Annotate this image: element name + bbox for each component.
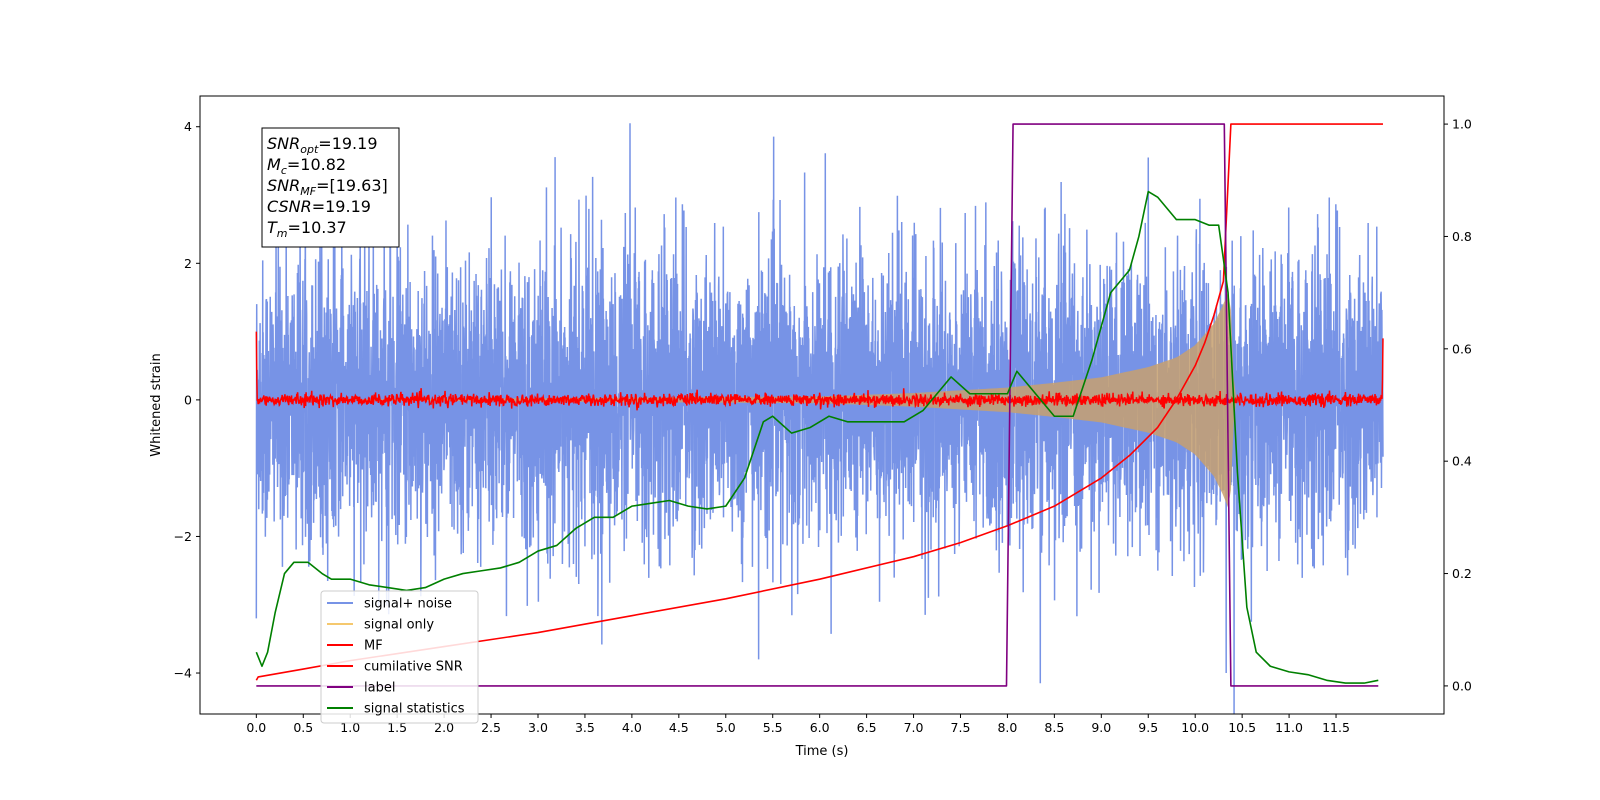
mf-line — [255, 331, 1384, 411]
y2-tick-label: 0.0 — [1452, 678, 1472, 693]
x-tick-label: 1.0 — [340, 720, 360, 735]
annotation-line: CSNR=19.19 — [267, 197, 371, 216]
series-mf — [255, 331, 1384, 411]
x-tick-label: 9.5 — [1138, 720, 1158, 735]
x-tick-label: 7.0 — [904, 720, 924, 735]
x-tick-label: 0.5 — [293, 720, 313, 735]
x-tick-label: 8.5 — [1044, 720, 1064, 735]
x-tick-label: 9.0 — [1091, 720, 1111, 735]
annotation-line: Tm=10.37 — [267, 218, 347, 240]
legend-entry-label: signal only — [364, 618, 434, 633]
x-tick-label: 10.5 — [1228, 720, 1256, 735]
legend-entry-label: signal+ noise — [364, 597, 452, 612]
legend-entry-label: label — [364, 681, 395, 696]
y-tick-label: −4 — [174, 666, 192, 681]
legend-frame — [320, 590, 479, 724]
annotation-frame — [261, 127, 400, 248]
y2-tick-label: 0.8 — [1452, 229, 1472, 244]
y-axis-label: Whitened strain — [149, 353, 164, 456]
x-tick-label: 5.0 — [716, 720, 736, 735]
series-signal-statistics — [255, 190, 1379, 684]
x-tick-label: 11.5 — [1322, 720, 1350, 735]
legend-entry-label: MF — [364, 639, 383, 654]
x-tick-label: 7.5 — [951, 720, 971, 735]
x-tick-label: 3.0 — [528, 720, 548, 735]
series-signal-plus-noise — [255, 123, 1384, 714]
x-tick-label: 4.0 — [622, 720, 642, 735]
x-tick-label: 5.5 — [763, 720, 783, 735]
x-tick-label: 10.0 — [1181, 720, 1209, 735]
x-tick-label: 11.0 — [1275, 720, 1303, 735]
x-tick-label: 2.0 — [434, 720, 454, 735]
x-tick-label: 4.5 — [669, 720, 689, 735]
y-tick-label: 4 — [184, 119, 192, 134]
x-tick-label: 0.0 — [246, 720, 266, 735]
legend-entry-label: cumilative SNR — [364, 660, 463, 675]
y-tick-label: 0 — [184, 392, 192, 407]
y2-tick-label: 0.2 — [1452, 566, 1472, 581]
annotation-line: SNRopt=19.19 — [267, 134, 378, 156]
y2-tick-label: 0.4 — [1452, 454, 1472, 469]
y2-tick-label: 0.6 — [1452, 341, 1472, 356]
y2-tick-label: 1.0 — [1452, 117, 1472, 132]
x-tick-label: 6.5 — [857, 720, 877, 735]
label-line — [256, 123, 1379, 687]
legend: signal+ noise signal only MF cumilative SNR… — [320, 590, 479, 724]
annotation-line: SNRMF=[19.63] — [267, 176, 388, 198]
signal-plus-noise-line — [255, 123, 1384, 714]
annotation-line: Mc=10.82 — [267, 155, 346, 177]
plot-frame — [199, 95, 1445, 715]
annotation-box: SNRopt=19.19Mc=10.82SNRMF=[19.63]CSNR=19… — [261, 127, 400, 248]
legend-entry-label: signal statistics — [364, 702, 465, 717]
x-tick-label: 2.5 — [481, 720, 501, 735]
x-tick-label: 3.5 — [575, 720, 595, 735]
x-tick-label: 6.0 — [810, 720, 830, 735]
series-label — [256, 123, 1379, 687]
x-tick-label: 8.0 — [997, 720, 1017, 735]
y-tick-label: 2 — [184, 256, 192, 271]
y-tick-label: −2 — [174, 529, 192, 544]
x-axis-label: Time (s) — [795, 744, 849, 759]
x-tick-label: 1.5 — [387, 720, 407, 735]
signal-statistics-line — [255, 190, 1379, 684]
axes-layer: 0.0 0.5 1.0 1.5 2.0 2.5 3.0 3.5 4.0 4.5 5.0 5.5 6.0 6… — [174, 117, 1472, 735]
